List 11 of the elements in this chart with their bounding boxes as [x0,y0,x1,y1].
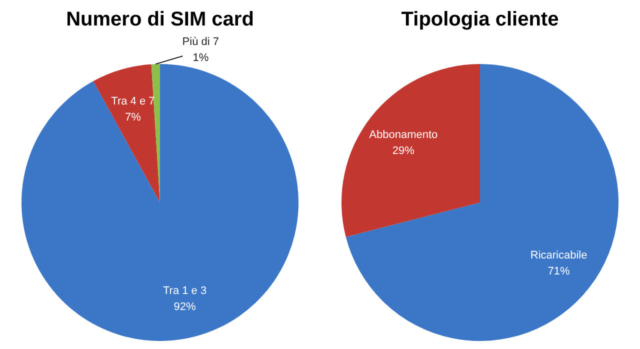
slice-label: Ricaricabile [530,250,588,262]
slice-label: Abbonamento [369,129,438,142]
data-label: 1% [192,52,209,64]
data-label: 92% [174,301,196,314]
data-label: 29% [392,145,415,158]
slice-label: Tra 1 e 3 [162,285,207,298]
data-label: 7% [125,111,142,124]
slice-label: Più di 7 [182,36,219,48]
chart-title: Tipologia cliente [401,8,559,31]
chart-title: Numero di SIM card [66,8,254,31]
data-label: 71% [548,266,570,278]
